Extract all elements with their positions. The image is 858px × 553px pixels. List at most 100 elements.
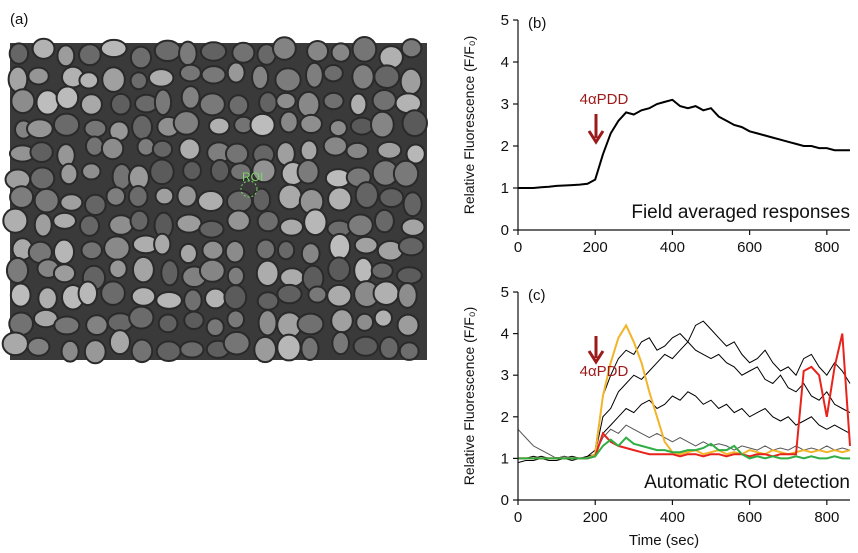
- cell: [78, 214, 101, 237]
- cell: [129, 45, 153, 70]
- cell: [253, 335, 278, 364]
- x-tick-label: 800: [814, 239, 839, 256]
- cell: [198, 92, 226, 117]
- cell: [78, 43, 102, 67]
- cell: [255, 238, 276, 261]
- cell: [178, 137, 201, 161]
- cell: [26, 118, 54, 140]
- cell: [226, 309, 245, 330]
- cell: [328, 119, 348, 138]
- cell: [349, 92, 368, 116]
- cell: [275, 91, 297, 111]
- cell: [80, 240, 103, 261]
- cell: [52, 211, 77, 230]
- cell: [85, 314, 109, 336]
- cell: [99, 38, 128, 59]
- cell: [200, 65, 227, 85]
- cell: [326, 283, 353, 308]
- cell: [274, 67, 302, 93]
- cell: [183, 310, 205, 331]
- cell: [255, 259, 280, 287]
- series-line: [518, 323, 851, 460]
- cell: [399, 67, 423, 96]
- cell: [251, 187, 272, 213]
- cell: [108, 258, 128, 280]
- cell: [222, 330, 251, 356]
- cell: [178, 242, 198, 265]
- cell: [157, 313, 179, 334]
- cell: [401, 109, 428, 138]
- cell: [52, 112, 81, 137]
- cell: [351, 36, 378, 63]
- cell: [53, 315, 81, 336]
- cell: [251, 158, 277, 184]
- y-tick-label: 0: [501, 222, 509, 239]
- micrograph: [1, 36, 428, 365]
- cell: [378, 336, 400, 360]
- cell: [160, 259, 180, 287]
- annotation: 4αPDD: [580, 363, 629, 380]
- cell: [33, 187, 60, 214]
- x-tick-label: 200: [583, 239, 608, 256]
- y-tick-label: 2: [501, 409, 509, 426]
- cell: [271, 36, 297, 61]
- cell: [208, 116, 231, 136]
- cell: [9, 185, 35, 209]
- cell: [84, 135, 105, 157]
- cell: [373, 64, 401, 90]
- cell: [306, 40, 330, 63]
- cell: [373, 208, 395, 234]
- cell: [300, 335, 320, 361]
- x-tick-label: 800: [814, 509, 839, 526]
- cell: [372, 280, 400, 306]
- cell: [105, 186, 127, 207]
- cell: [398, 341, 420, 361]
- cell: [354, 181, 379, 209]
- cell: [328, 232, 352, 261]
- cell: [149, 158, 175, 186]
- cell: [127, 185, 149, 208]
- x-tick-label: 0: [514, 239, 522, 256]
- cell: [153, 88, 173, 117]
- cell: [226, 61, 246, 84]
- y-tick-label: 1: [501, 450, 509, 467]
- cell: [349, 116, 374, 136]
- cell: [27, 66, 50, 86]
- cell: [5, 256, 30, 284]
- cell: [55, 85, 80, 111]
- cell: [378, 187, 405, 209]
- panel-label: (c): [528, 287, 546, 304]
- cell: [197, 190, 225, 213]
- cell: [179, 340, 205, 359]
- cell: [198, 219, 225, 239]
- cell: [129, 71, 148, 91]
- caption: Field averaged responses: [631, 202, 850, 223]
- cell: [351, 63, 375, 91]
- cell: [78, 71, 100, 90]
- cell: [153, 232, 172, 256]
- cell: [155, 340, 182, 362]
- cell: [205, 317, 225, 338]
- cell: [178, 40, 198, 67]
- cell: [130, 286, 157, 307]
- cell: [176, 184, 198, 208]
- roi-label: ROI: [242, 170, 263, 184]
- cell: [322, 135, 348, 157]
- cell: [79, 93, 103, 116]
- cell: [131, 255, 155, 284]
- cell: [352, 335, 379, 357]
- y-tick-label: 3: [501, 96, 509, 113]
- cell: [376, 140, 403, 160]
- cell: [392, 159, 420, 188]
- cell: [257, 309, 278, 337]
- cell: [26, 336, 51, 357]
- cell: [299, 139, 319, 162]
- y-tick-label: 5: [501, 284, 509, 301]
- cell: [131, 114, 154, 141]
- series-line: [518, 436, 850, 460]
- cell: [353, 235, 379, 255]
- cell: [81, 162, 102, 181]
- cell: [153, 39, 182, 63]
- cell: [402, 191, 423, 218]
- cell: [147, 68, 175, 88]
